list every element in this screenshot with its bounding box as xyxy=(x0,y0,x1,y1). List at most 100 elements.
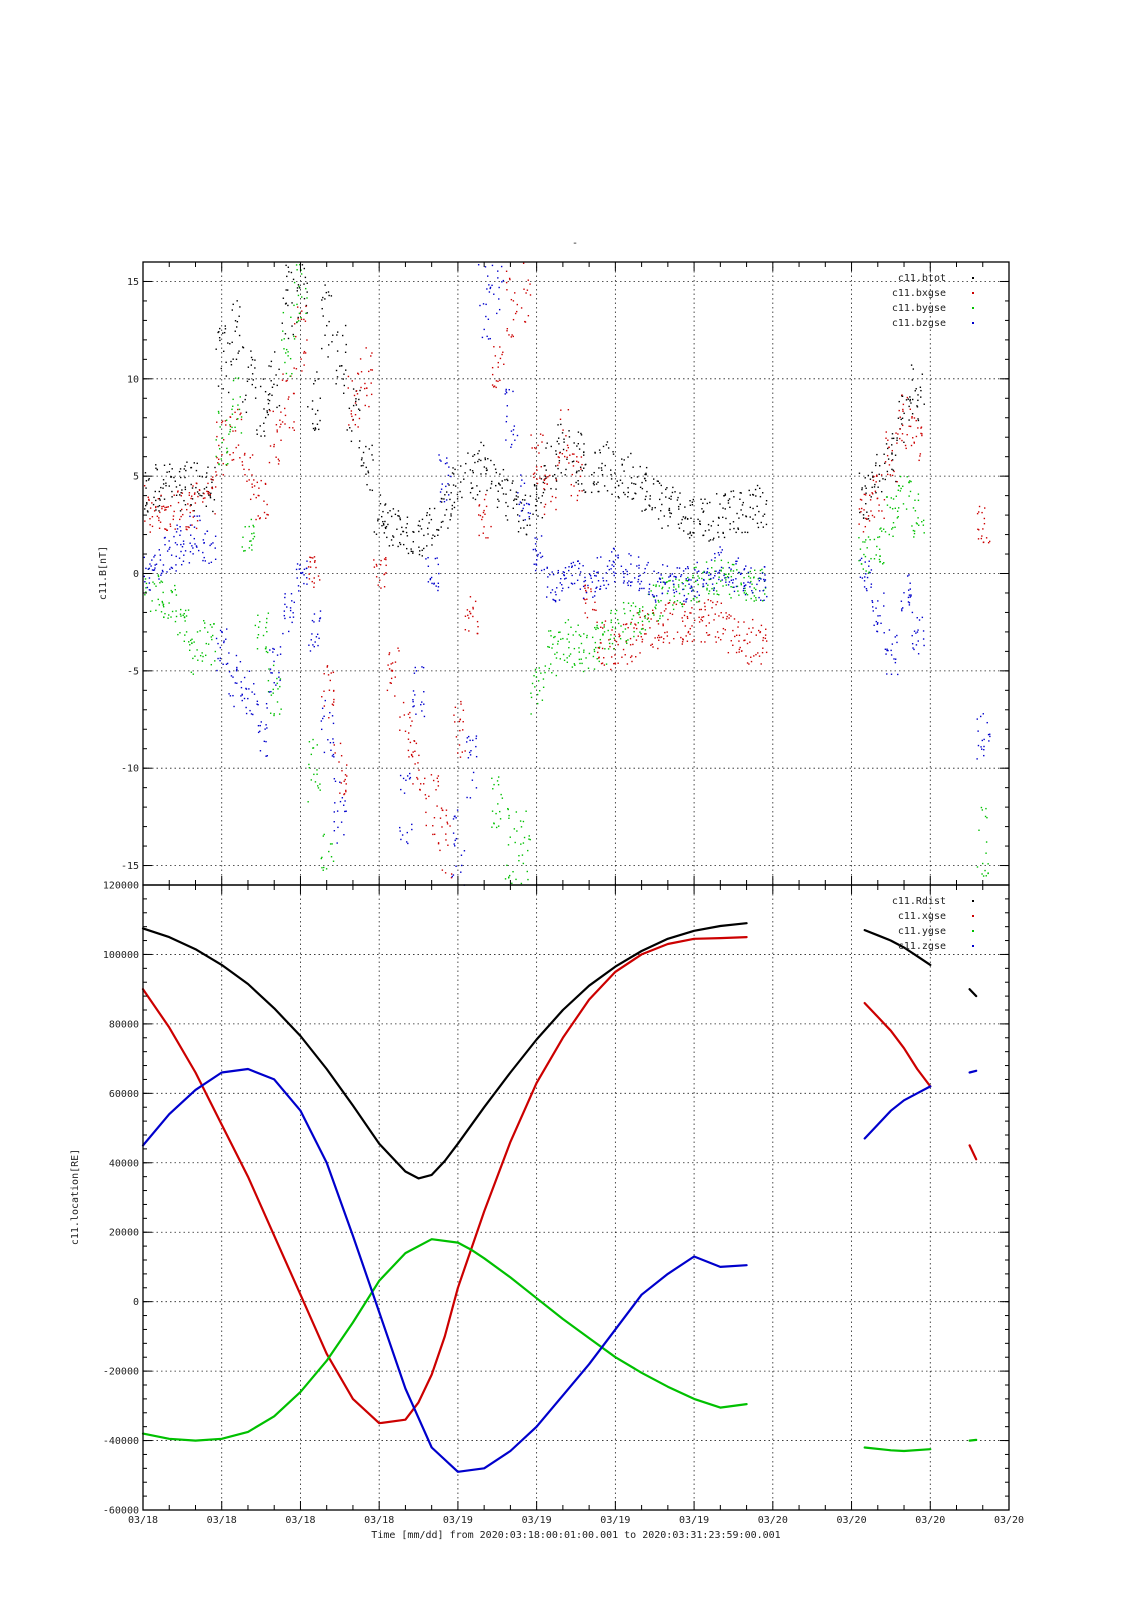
magnetic-field-point xyxy=(911,413,914,415)
magnetic-field-point xyxy=(154,567,156,569)
magnetic-field-point xyxy=(580,434,583,436)
magnetic-field-point xyxy=(484,513,486,515)
magnetic-field-point xyxy=(389,510,391,512)
magnetic-field-point xyxy=(499,357,502,360)
magnetic-field-point xyxy=(543,506,546,508)
magnetic-field-point xyxy=(985,841,988,843)
magnetic-field-point xyxy=(275,424,278,426)
magnetic-field-point xyxy=(672,589,675,591)
magnetic-field-point xyxy=(333,821,335,823)
magnetic-field-point xyxy=(878,504,880,506)
magnetic-field-point xyxy=(315,636,318,638)
magnetic-field-point xyxy=(739,492,741,494)
magnetic-field-point xyxy=(441,826,443,828)
magnetic-field-point xyxy=(341,334,344,337)
magnetic-field-point xyxy=(444,872,447,874)
magnetic-field-point xyxy=(216,456,218,459)
magnetic-field-point xyxy=(210,636,212,638)
magnetic-field-point xyxy=(164,528,166,530)
magnetic-field-point xyxy=(603,657,605,659)
magnetic-field-point xyxy=(495,386,497,389)
magnetic-field-point xyxy=(496,312,498,315)
magnetic-field-point xyxy=(543,568,545,571)
magnetic-field-point xyxy=(481,336,484,339)
magnetic-field-point xyxy=(301,310,303,312)
magnetic-field-point xyxy=(191,545,193,547)
magnetic-field-point xyxy=(758,580,760,582)
magnetic-field-point xyxy=(289,609,292,612)
magnetic-field-point xyxy=(152,503,155,506)
magnetic-field-point xyxy=(194,543,196,545)
magnetic-field-point xyxy=(561,432,564,434)
magnetic-field-point xyxy=(253,493,255,496)
magnetic-field-point xyxy=(290,593,293,595)
magnetic-field-point xyxy=(980,537,983,540)
magnetic-field-point xyxy=(466,609,469,611)
magnetic-field-point xyxy=(537,497,540,499)
magnetic-field-point xyxy=(238,334,241,337)
magnetic-field-point xyxy=(240,416,243,418)
magnetic-field-point xyxy=(165,482,167,484)
magnetic-field-point xyxy=(463,478,465,480)
magnetic-field-point xyxy=(650,618,652,620)
magnetic-field-point xyxy=(214,535,217,537)
magnetic-field-point xyxy=(341,770,343,772)
magnetic-field-point xyxy=(625,568,627,571)
magnetic-field-point xyxy=(225,638,227,640)
magnetic-field-point xyxy=(303,352,305,354)
magnetic-field-point xyxy=(708,540,710,542)
magnetic-field-point xyxy=(639,652,641,654)
magnetic-field-point xyxy=(525,502,528,505)
magnetic-field-point xyxy=(891,643,894,645)
magnetic-field-point xyxy=(256,481,259,484)
magnetic-field-point xyxy=(691,607,693,609)
magnetic-field-point xyxy=(679,601,681,604)
magnetic-field-point xyxy=(738,571,741,574)
magnetic-field-point xyxy=(913,441,915,443)
magnetic-field-point xyxy=(278,676,280,678)
magnetic-field-point xyxy=(645,466,648,469)
magnetic-field-point xyxy=(703,579,705,581)
magnetic-field-point xyxy=(251,532,253,535)
magnetic-field-point xyxy=(323,705,326,707)
magnetic-field-point xyxy=(746,642,749,645)
magnetic-field-point xyxy=(489,286,492,289)
magnetic-field-point xyxy=(239,661,242,663)
magnetic-field-point xyxy=(648,593,650,596)
magnetic-field-point xyxy=(505,501,507,504)
magnetic-field-point xyxy=(592,482,595,485)
magnetic-field-point xyxy=(722,516,724,519)
magnetic-field-point xyxy=(153,583,156,585)
magnetic-field-point xyxy=(895,480,897,483)
magnetic-field-point xyxy=(314,427,317,429)
magnetic-field-point xyxy=(226,452,228,454)
magnetic-field-point xyxy=(319,610,322,612)
magnetic-field-point xyxy=(664,631,666,634)
magnetic-field-point xyxy=(595,483,598,485)
magnetic-field-point xyxy=(704,498,706,500)
magnetic-field-point xyxy=(891,433,894,435)
magnetic-field-point xyxy=(710,559,713,561)
magnetic-field-point xyxy=(610,609,613,612)
magnetic-field-point xyxy=(723,494,725,497)
magnetic-field-point xyxy=(355,390,358,392)
magnetic-field-point xyxy=(490,525,492,528)
magnetic-field-point xyxy=(637,635,639,637)
magnetic-field-point xyxy=(217,458,220,460)
magnetic-field-point xyxy=(749,506,752,509)
magnetic-field-point xyxy=(651,508,653,511)
magnetic-field-point xyxy=(460,700,462,703)
magnetic-field-point xyxy=(614,572,617,574)
magnetic-field-point xyxy=(208,562,210,565)
magnetic-field-point xyxy=(450,876,453,879)
magnetic-field-point xyxy=(910,594,912,596)
magnetic-field-point xyxy=(583,651,585,653)
x-tick-label: 03/19 xyxy=(679,1515,709,1526)
magnetic-field-point xyxy=(670,498,672,500)
magnetic-field-point xyxy=(207,643,210,645)
magnetic-field-point xyxy=(890,459,893,462)
magnetic-field-point xyxy=(234,411,236,414)
magnetic-field-point xyxy=(211,486,213,489)
magnetic-field-point xyxy=(433,583,435,585)
magnetic-field-point xyxy=(174,528,176,530)
